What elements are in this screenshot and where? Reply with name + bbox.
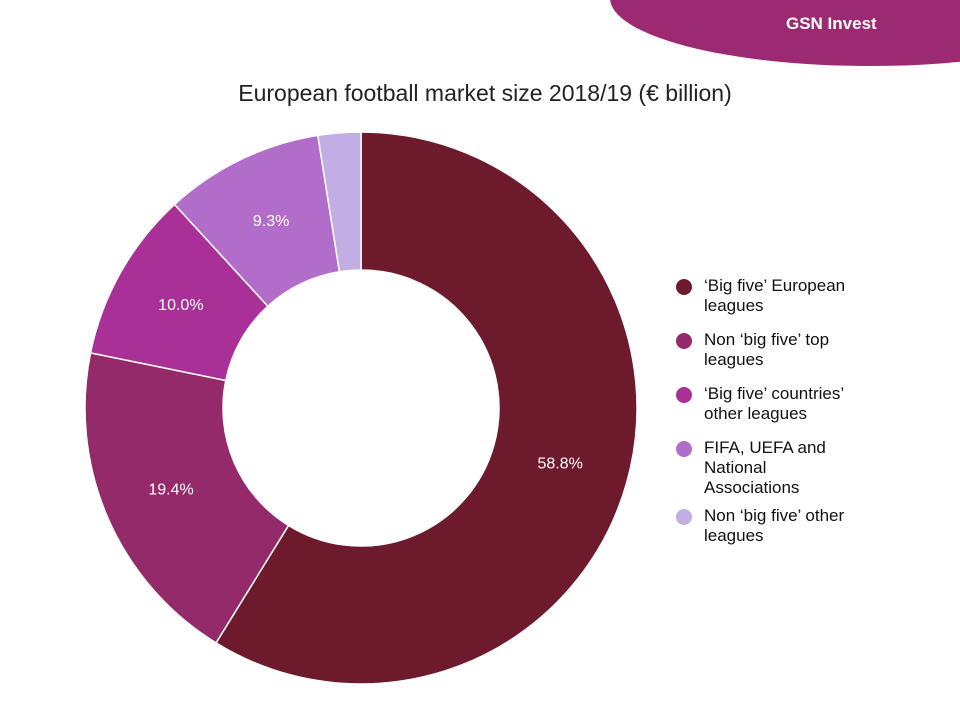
legend-item: ‘Big five’ European leagues [676,276,906,330]
legend-item: ‘Big five’ countries’ other leagues [676,384,906,438]
slice-percent-label: 19.4% [148,481,193,498]
legend-swatch [676,441,692,457]
legend-label: National [704,458,767,477]
legend-label: ‘Big five’ countries’ [704,384,845,403]
slice-percent-label: 9.3% [253,213,289,230]
legend-label: leagues [704,350,764,369]
legend-label: FIFA, UEFA and [704,438,826,457]
legend-item: FIFA, UEFA and National Associations [676,438,906,506]
donut-slice [215,131,638,685]
legend-swatch [676,279,692,295]
brand-name: GSN Invest [786,14,877,33]
legend-label: Associations [704,478,800,497]
chart-title: European football market size 2018/19 (€… [238,80,732,106]
legend-swatch [676,387,692,403]
legend-swatch [676,333,692,349]
legend-swatch [676,509,692,525]
legend-label: ‘Big five’ European [704,276,846,295]
legend-label: Non ‘big five’ top [704,330,830,349]
slice-percent-label: 10.0% [158,297,203,314]
donut-slice [316,131,362,273]
legend-label: other leagues [704,404,808,423]
legend-label: Non ‘big five’ other [704,506,845,525]
legend-item: Non ‘big five’ top leagues [676,330,906,384]
chart-legend: ‘Big five’ European leagues Non ‘big five’… [676,276,906,560]
donut-slice [84,351,290,644]
legend-label: leagues [704,526,764,545]
legend-label: leagues [704,296,764,315]
slice-percent-label: 58.8% [537,456,582,473]
legend-item: Non ‘big five’ other leagues [676,506,906,560]
